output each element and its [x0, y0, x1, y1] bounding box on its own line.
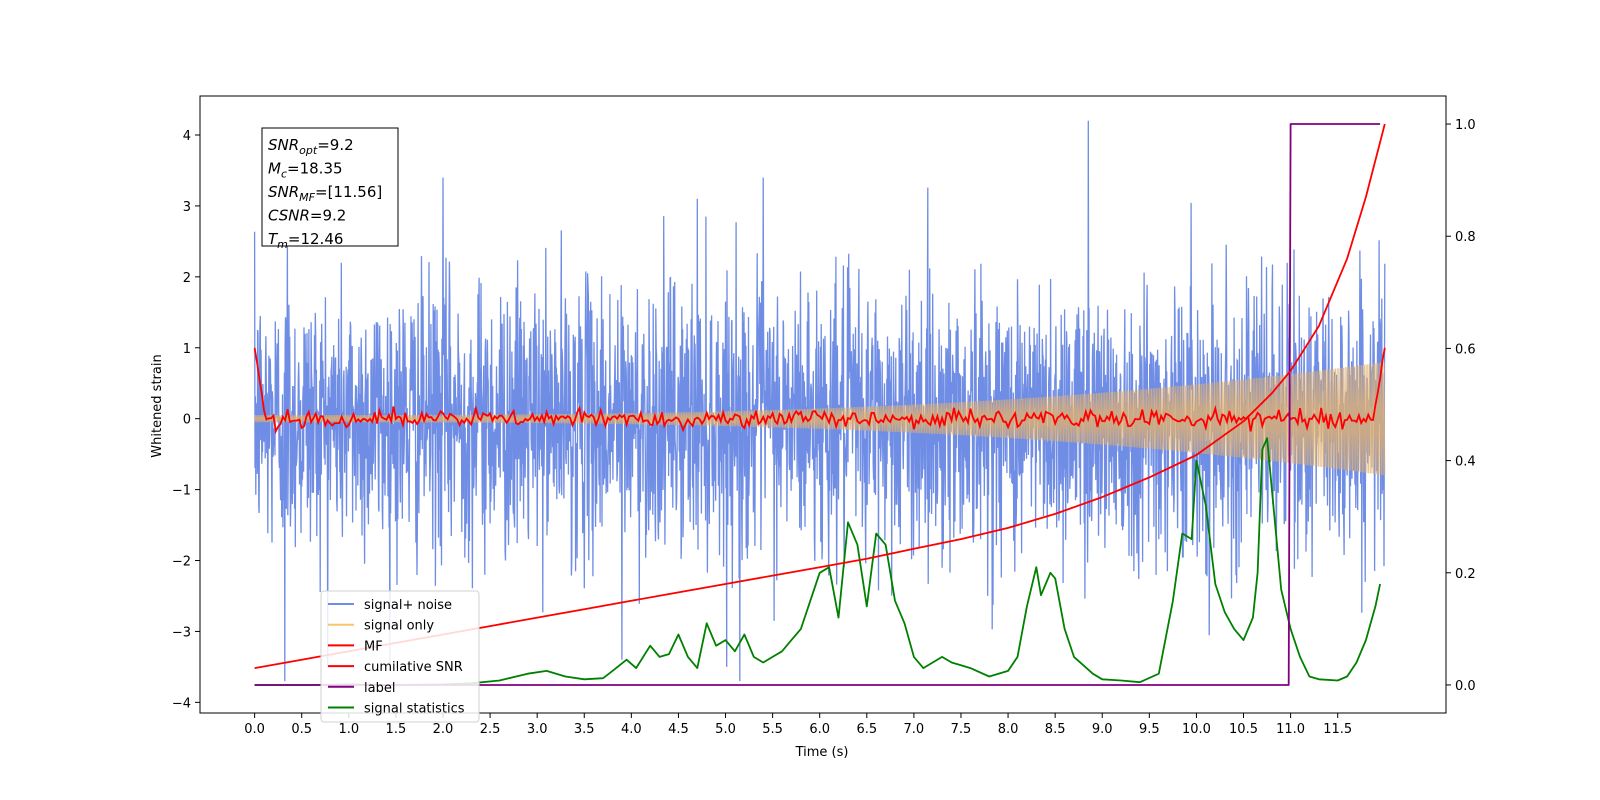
series-signal-statistics [254, 437, 1381, 686]
legend: signal+ noise signal only MF cumilative SNR… [320, 590, 480, 723]
x-tick-label: 4.0 [621, 722, 642, 737]
y2-tick-label: 0.8 [1455, 230, 1476, 245]
x-tick-label: 10.5 [1229, 722, 1258, 737]
legend-label: label [364, 681, 395, 696]
legend-label: cumilative SNR [364, 660, 463, 675]
legend-label: signal only [364, 619, 434, 634]
y-tick-label: 3 [183, 200, 191, 215]
x-tick-label: 11.5 [1323, 722, 1352, 737]
series-signal-only [254, 362, 1386, 476]
x-tick-label: 1.0 [338, 722, 359, 737]
y-tick-label: −1 [172, 484, 191, 499]
annotation-line: CSNR=9.2 [268, 207, 346, 225]
y-tick-label: −3 [172, 625, 191, 640]
legend-label: signal+ noise [364, 598, 452, 613]
annotation-line: Tm=12.46 [268, 230, 343, 251]
x-tick-label: 3.5 [574, 722, 595, 737]
x-tick-label: 2.5 [480, 722, 501, 737]
y-tick-label: −4 [172, 696, 191, 711]
y-tick-label: 1 [183, 342, 191, 357]
x-tick-label: 11.0 [1276, 722, 1305, 737]
legend-frame [320, 590, 480, 723]
series-label [254, 123, 1381, 686]
y-axis-left: 4 3 2 1 0 −1 −2 −3 −4 [172, 129, 200, 711]
annotation-line: Mc=18.35 [268, 160, 343, 181]
x-tick-label: 3.0 [527, 722, 548, 737]
y2-tick-label: 0.4 [1455, 455, 1476, 470]
annotation-line: SNRMF=[11.56] [268, 183, 382, 204]
y2-tick-label: 0.6 [1455, 342, 1476, 357]
y-tick-label: 4 [183, 129, 191, 144]
x-tick-label: 2.0 [433, 722, 454, 737]
annotation-line: SNRopt=9.2 [268, 136, 354, 157]
series-mf [253, 347, 1386, 435]
x-tick-label: 5.0 [715, 722, 736, 737]
x-tick-label: 5.5 [762, 722, 783, 737]
x-tick-label: 8.0 [998, 722, 1019, 737]
x-tick-label: 0.5 [291, 722, 312, 737]
x-tick-label: 7.0 [904, 722, 925, 737]
x-tick-label: 1.5 [386, 722, 407, 737]
annotation-frame [261, 127, 399, 247]
legend-label: MF [364, 639, 383, 654]
y-tick-label: 2 [183, 271, 191, 286]
series-layer [253, 120, 1386, 686]
x-tick-label: 10.0 [1182, 722, 1211, 737]
x-tick-label: 7.5 [951, 722, 972, 737]
x-tick-label: 6.0 [809, 722, 830, 737]
x-tick-label: 6.5 [856, 722, 877, 737]
x-tick-label: 9.5 [1139, 722, 1160, 737]
x-axis-label: Time (s) [795, 745, 849, 760]
x-tick-label: 9.0 [1092, 722, 1113, 737]
y-axis-right: 1.0 0.8 0.6 0.4 0.2 0.0 [1446, 118, 1476, 694]
x-tick-label: 8.5 [1045, 722, 1066, 737]
y2-tick-label: 0.2 [1455, 567, 1476, 582]
legend-label: signal statistics [364, 702, 465, 717]
y-tick-label: 0 [183, 413, 191, 428]
x-tick-label: 4.5 [668, 722, 689, 737]
x-tick-label: 0.0 [244, 722, 265, 737]
y2-tick-label: 0.0 [1455, 679, 1476, 694]
plot-frame [199, 95, 1447, 714]
y-tick-label: −2 [172, 555, 191, 570]
y2-tick-label: 1.0 [1455, 118, 1476, 133]
x-axis: 0.0 0.5 1.0 1.5 2.0 2.5 3.0 3.5 4.0 4.5 5.0 5.5 6.0 6… [244, 713, 1352, 737]
y-axis-label: Whitened strain [150, 354, 165, 457]
